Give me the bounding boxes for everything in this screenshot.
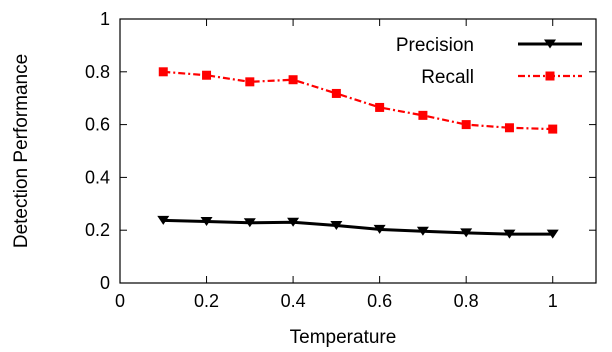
data-point: [245, 77, 255, 87]
y-tick-label: 0.6: [85, 115, 110, 135]
plot-border: [119, 18, 597, 284]
x-tick-label: 0.8: [454, 291, 479, 311]
y-tick-label: 0.4: [85, 167, 110, 187]
x-tick-label: 0.2: [194, 291, 219, 311]
series-layer: [157, 67, 559, 239]
series-recall: [158, 67, 558, 134]
data-point: [503, 229, 516, 239]
legend-marker-precision: [544, 39, 556, 49]
y-tick-label: 0.8: [85, 62, 110, 82]
y-tick-label: 1: [100, 9, 110, 29]
data-point: [504, 123, 514, 133]
data-point: [546, 229, 559, 239]
x-axis-title: Temperature: [290, 327, 397, 348]
data-point: [243, 218, 256, 228]
x-tick-label: 0.6: [367, 291, 392, 311]
legend: Precision Recall: [396, 35, 582, 88]
data-point: [157, 215, 170, 225]
x-tick-label: 0.4: [281, 291, 306, 311]
axis-ticks: 0 0.2 0.4 0.6 0.8 1 0 0.2 0.4 0.6 0.8 1: [85, 9, 596, 311]
series-line-recall: [163, 70, 553, 131]
data-point: [158, 67, 168, 77]
data-point: [288, 75, 298, 85]
data-point: [373, 224, 386, 234]
data-point: [460, 228, 473, 238]
data-point: [375, 102, 385, 112]
data-point: [461, 120, 471, 130]
data-point: [416, 226, 429, 236]
series-precision: [157, 215, 559, 239]
plot-frame: [119, 18, 597, 284]
data-point: [202, 70, 212, 80]
legend-label-recall: Recall: [421, 67, 474, 88]
data-point: [200, 216, 213, 226]
legend-marker-recall: [545, 71, 555, 81]
data-point: [331, 88, 341, 98]
y-tick-label: 0.2: [85, 220, 110, 240]
series-line-precision: [163, 218, 553, 236]
legend-label-precision: Precision: [396, 35, 474, 56]
x-tick-label: 0: [115, 291, 125, 311]
data-point: [548, 124, 558, 134]
y-tick-label: 0: [100, 273, 110, 293]
y-axis-title: Detection Performance: [11, 54, 32, 248]
data-point: [418, 110, 428, 120]
data-point: [287, 217, 300, 227]
x-tick-label: 1: [548, 291, 558, 311]
data-point: [330, 220, 343, 230]
